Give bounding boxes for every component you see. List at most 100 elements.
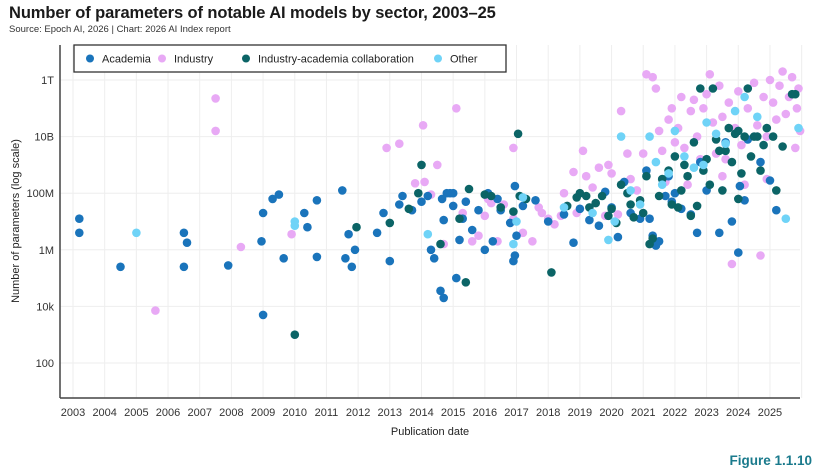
academia-point xyxy=(531,196,540,205)
industry-point xyxy=(702,89,711,99)
industry-point xyxy=(753,121,762,130)
industry-academia-collaboration-point xyxy=(737,169,746,178)
industry-point xyxy=(509,143,518,153)
industry-academia-collaboration-point xyxy=(670,152,680,161)
industry-academia-collaboration-point xyxy=(718,186,727,195)
other-point xyxy=(781,214,791,223)
legend-label: Industry xyxy=(174,54,214,66)
academia-point xyxy=(756,157,765,167)
other-point xyxy=(711,129,721,139)
x-tick-label: 2008 xyxy=(219,407,243,419)
industry-academia-collaboration-point xyxy=(689,138,699,147)
academia-point xyxy=(417,197,426,206)
other-point xyxy=(702,118,711,127)
industry-point xyxy=(664,115,673,124)
academia-point xyxy=(312,196,322,205)
academia-point xyxy=(75,228,84,238)
industry-point xyxy=(791,143,800,153)
other-point xyxy=(518,193,528,202)
industry-academia-collaboration-point xyxy=(778,142,787,151)
industry-point xyxy=(781,109,791,119)
industry-point xyxy=(604,160,613,170)
industry-academia-collaboration-point xyxy=(513,129,523,139)
industry-academia-collaboration-point xyxy=(352,222,361,232)
industry-point xyxy=(677,92,686,102)
industry-point xyxy=(528,237,537,246)
x-tick-label: 2021 xyxy=(631,407,655,419)
other-point xyxy=(753,112,762,122)
other-point xyxy=(626,186,635,195)
industry-academia-collaboration-point xyxy=(762,123,772,133)
industry-point xyxy=(420,177,429,187)
y-tick-label: 1T xyxy=(41,75,54,87)
industry-point xyxy=(718,112,727,122)
academia-point xyxy=(350,245,360,255)
other-point xyxy=(616,132,626,141)
y-axis-label: Number of parameters (log scale) xyxy=(10,139,22,303)
industry-academia-collaboration-point xyxy=(414,188,423,198)
x-tick-label: 2020 xyxy=(599,407,623,419)
academia-point xyxy=(727,217,737,226)
academia-point xyxy=(312,252,322,262)
academia-point xyxy=(559,210,569,219)
x-tick-label: 2009 xyxy=(251,407,275,419)
x-tick-label: 2016 xyxy=(473,407,497,419)
academia-point xyxy=(116,262,125,272)
x-tick-label: 2004 xyxy=(92,407,116,419)
y-tick-label: 100M xyxy=(26,188,54,200)
industry-academia-collaboration-point xyxy=(648,234,657,243)
industry-academia-collaboration-point xyxy=(461,278,471,287)
industry-academia-collaboration-point xyxy=(721,146,730,156)
y-tick-label: 100 xyxy=(36,358,54,370)
academia-point xyxy=(512,231,521,240)
industry-academia-collaboration-point xyxy=(727,157,737,167)
academia-point xyxy=(257,237,266,246)
industry-point xyxy=(559,188,569,198)
industry-academia-collaboration-point xyxy=(734,194,743,204)
other-point xyxy=(664,169,673,178)
academia-point xyxy=(258,310,268,320)
other-point xyxy=(651,157,661,167)
industry-point xyxy=(654,126,664,136)
industry-point xyxy=(648,72,657,82)
industry-point xyxy=(792,104,802,113)
industry-point xyxy=(382,143,391,153)
legend-marker xyxy=(434,54,442,63)
other-point xyxy=(794,123,803,133)
industry-academia-collaboration-point xyxy=(677,186,686,195)
industry-point xyxy=(467,237,477,246)
academia-point xyxy=(436,286,445,296)
industry-point xyxy=(236,242,246,252)
industry-academia-collaboration-point xyxy=(496,203,506,212)
academia-point xyxy=(379,208,388,218)
academia-point xyxy=(452,273,461,283)
x-tick-label: 2019 xyxy=(568,407,592,419)
legend-label: Academia xyxy=(102,54,152,66)
industry-point xyxy=(683,180,692,189)
academia-point xyxy=(303,222,312,232)
industry-academia-collaboration-point xyxy=(417,160,426,170)
industry-academia-collaboration-point xyxy=(686,211,696,221)
academia-point xyxy=(518,201,528,211)
x-tick-label: 2005 xyxy=(124,407,148,419)
industry-academia-collaboration-point xyxy=(740,132,749,141)
industry-point xyxy=(537,208,547,218)
x-tick-label: 2013 xyxy=(378,407,402,419)
academia-point xyxy=(423,191,433,201)
industry-point xyxy=(699,104,708,113)
industry-point xyxy=(686,106,696,116)
industry-academia-collaboration-point xyxy=(692,201,702,211)
other-point xyxy=(740,92,749,102)
industry-academia-collaboration-point xyxy=(436,239,445,249)
academia-point xyxy=(480,245,490,255)
other-point xyxy=(509,239,518,249)
academia-point xyxy=(268,194,277,204)
industry-point xyxy=(607,169,616,178)
academia-point xyxy=(426,245,436,255)
academia-point xyxy=(179,262,189,272)
legend-item: Industry-academia collaboration xyxy=(242,54,414,66)
academia-point xyxy=(179,228,189,238)
academia-point xyxy=(594,221,604,230)
y-tick-label: 1M xyxy=(39,245,54,257)
industry-point xyxy=(569,167,578,177)
